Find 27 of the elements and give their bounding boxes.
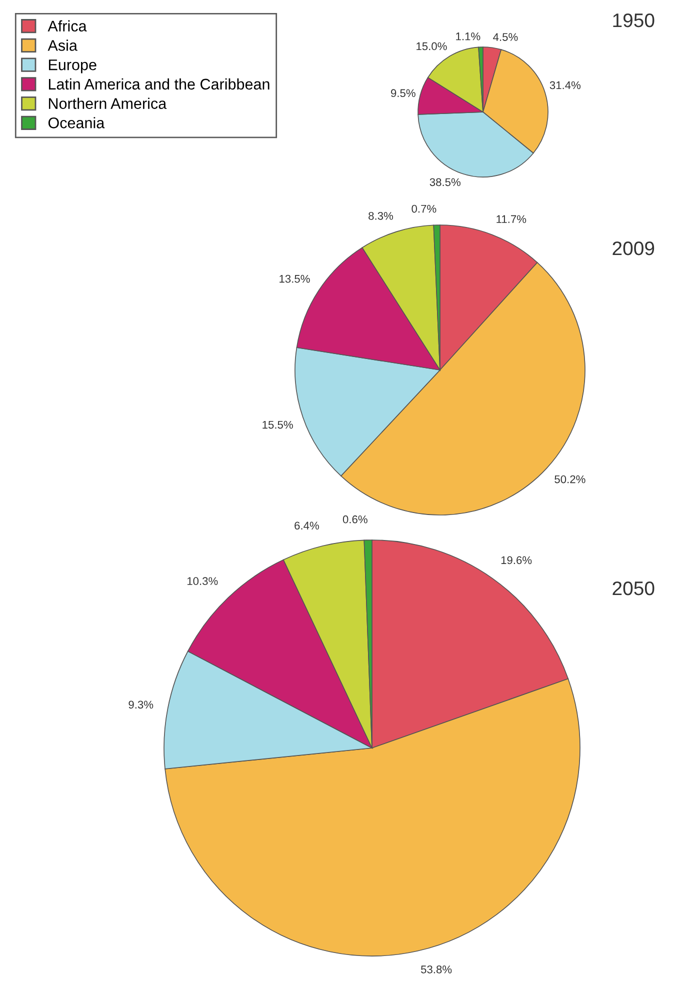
legend-label: Europe bbox=[48, 60, 96, 74]
data-label: 1.1% bbox=[456, 32, 480, 40]
data-label: 31.4% bbox=[550, 81, 581, 90]
data-label: 11.7% bbox=[496, 215, 526, 223]
data-label: 4.5% bbox=[493, 33, 518, 41]
data-label: 38.5% bbox=[430, 178, 460, 186]
text: 2009 bbox=[612, 241, 654, 256]
text: 2050 bbox=[612, 581, 654, 596]
data-label: 9.3% bbox=[128, 700, 154, 709]
data-label: 8.3% bbox=[368, 212, 394, 220]
text: 1950 bbox=[613, 13, 654, 28]
data-label: 53.8% bbox=[420, 965, 452, 974]
data-label: 0.7% bbox=[412, 204, 436, 213]
data-label: 0.6% bbox=[342, 515, 368, 524]
data-label: 10.3% bbox=[187, 577, 218, 586]
legend-label: Oceania bbox=[48, 117, 105, 128]
data-label: 15.0% bbox=[416, 42, 447, 50]
data-label: 50.2% bbox=[554, 475, 586, 484]
data-label: 19.6% bbox=[501, 556, 532, 564]
legend-label: Latin America and the Caribbean bbox=[48, 78, 270, 90]
legend-label: Asia bbox=[48, 40, 78, 51]
data-label: 6.4% bbox=[294, 522, 319, 530]
data-label: 9.5% bbox=[390, 89, 416, 98]
data-label: 13.5% bbox=[280, 274, 310, 283]
legend-label: Northern America bbox=[48, 98, 167, 109]
legend-label: Africa bbox=[48, 20, 87, 32]
data-label: 15.5% bbox=[262, 420, 293, 429]
